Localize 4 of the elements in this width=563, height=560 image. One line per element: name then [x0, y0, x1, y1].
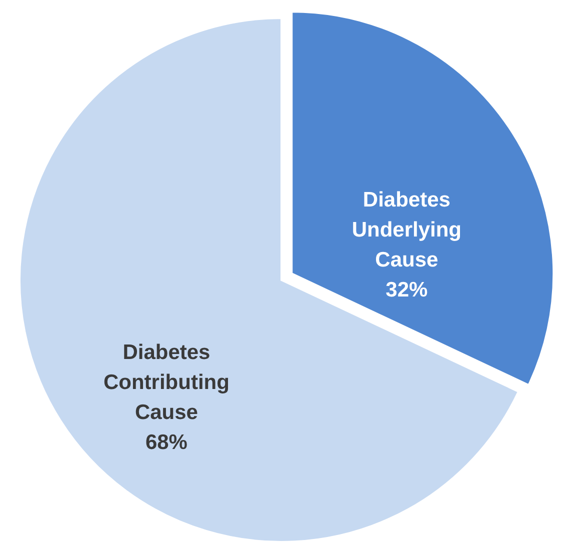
- data-label: 32%: [386, 278, 428, 302]
- slice-label: Diabetes Contributing Cause: [103, 341, 230, 424]
- slice-label: Diabetes Underlying Cause: [352, 188, 462, 272]
- data-label: 68%: [145, 431, 188, 454]
